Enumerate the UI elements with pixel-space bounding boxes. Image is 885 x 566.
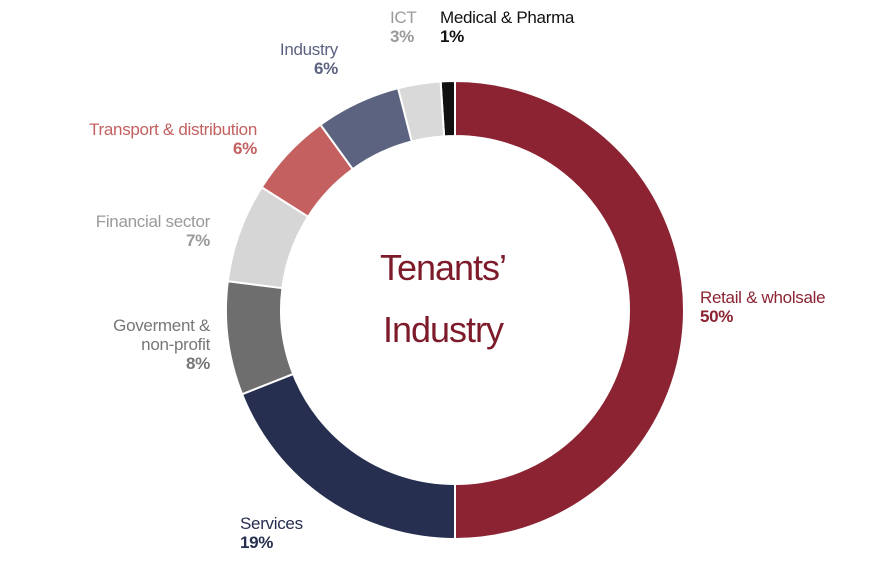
center-title: Industry xyxy=(383,309,504,350)
slice-label: Industry 6% xyxy=(280,40,338,78)
category-label: Services xyxy=(240,514,303,533)
slice-label: Goverment & non-profit 8% xyxy=(100,316,210,373)
value-label: 1% xyxy=(440,27,464,46)
value-label: 3% xyxy=(390,27,414,46)
center-title: Tenants’ xyxy=(380,247,506,288)
slice xyxy=(319,86,413,171)
slice-label: Medical & Pharma 1% xyxy=(440,8,574,46)
value-label: 7% xyxy=(186,231,210,250)
value-label: 8% xyxy=(186,354,210,373)
slice xyxy=(240,372,456,541)
category-label: Transport & distribution xyxy=(89,120,257,139)
value-label: 6% xyxy=(233,139,257,158)
slice-label: ICT 3% xyxy=(390,8,417,46)
category-label: Medical & Pharma xyxy=(440,8,575,27)
category-label: Goverment & non-profit xyxy=(113,316,210,354)
slice-label: Transport & distribution 6% xyxy=(89,120,257,158)
slice xyxy=(454,79,685,541)
value-label: 19% xyxy=(240,533,274,552)
value-label: 6% xyxy=(314,59,338,78)
category-label: Financial sector xyxy=(95,212,211,231)
category-label: Retail & wholsale xyxy=(700,288,826,307)
category-label: ICT xyxy=(390,8,417,27)
slice xyxy=(226,185,310,290)
value-label: 50% xyxy=(700,307,734,326)
slice-label: Retail & wholsale 50% xyxy=(700,288,826,326)
slice xyxy=(260,123,355,219)
slice xyxy=(396,80,446,143)
slice-label: Services 19% xyxy=(240,514,303,552)
slice-label: Financial sector 7% xyxy=(95,212,211,250)
slice xyxy=(225,280,295,396)
category-label: Industry xyxy=(279,40,338,59)
